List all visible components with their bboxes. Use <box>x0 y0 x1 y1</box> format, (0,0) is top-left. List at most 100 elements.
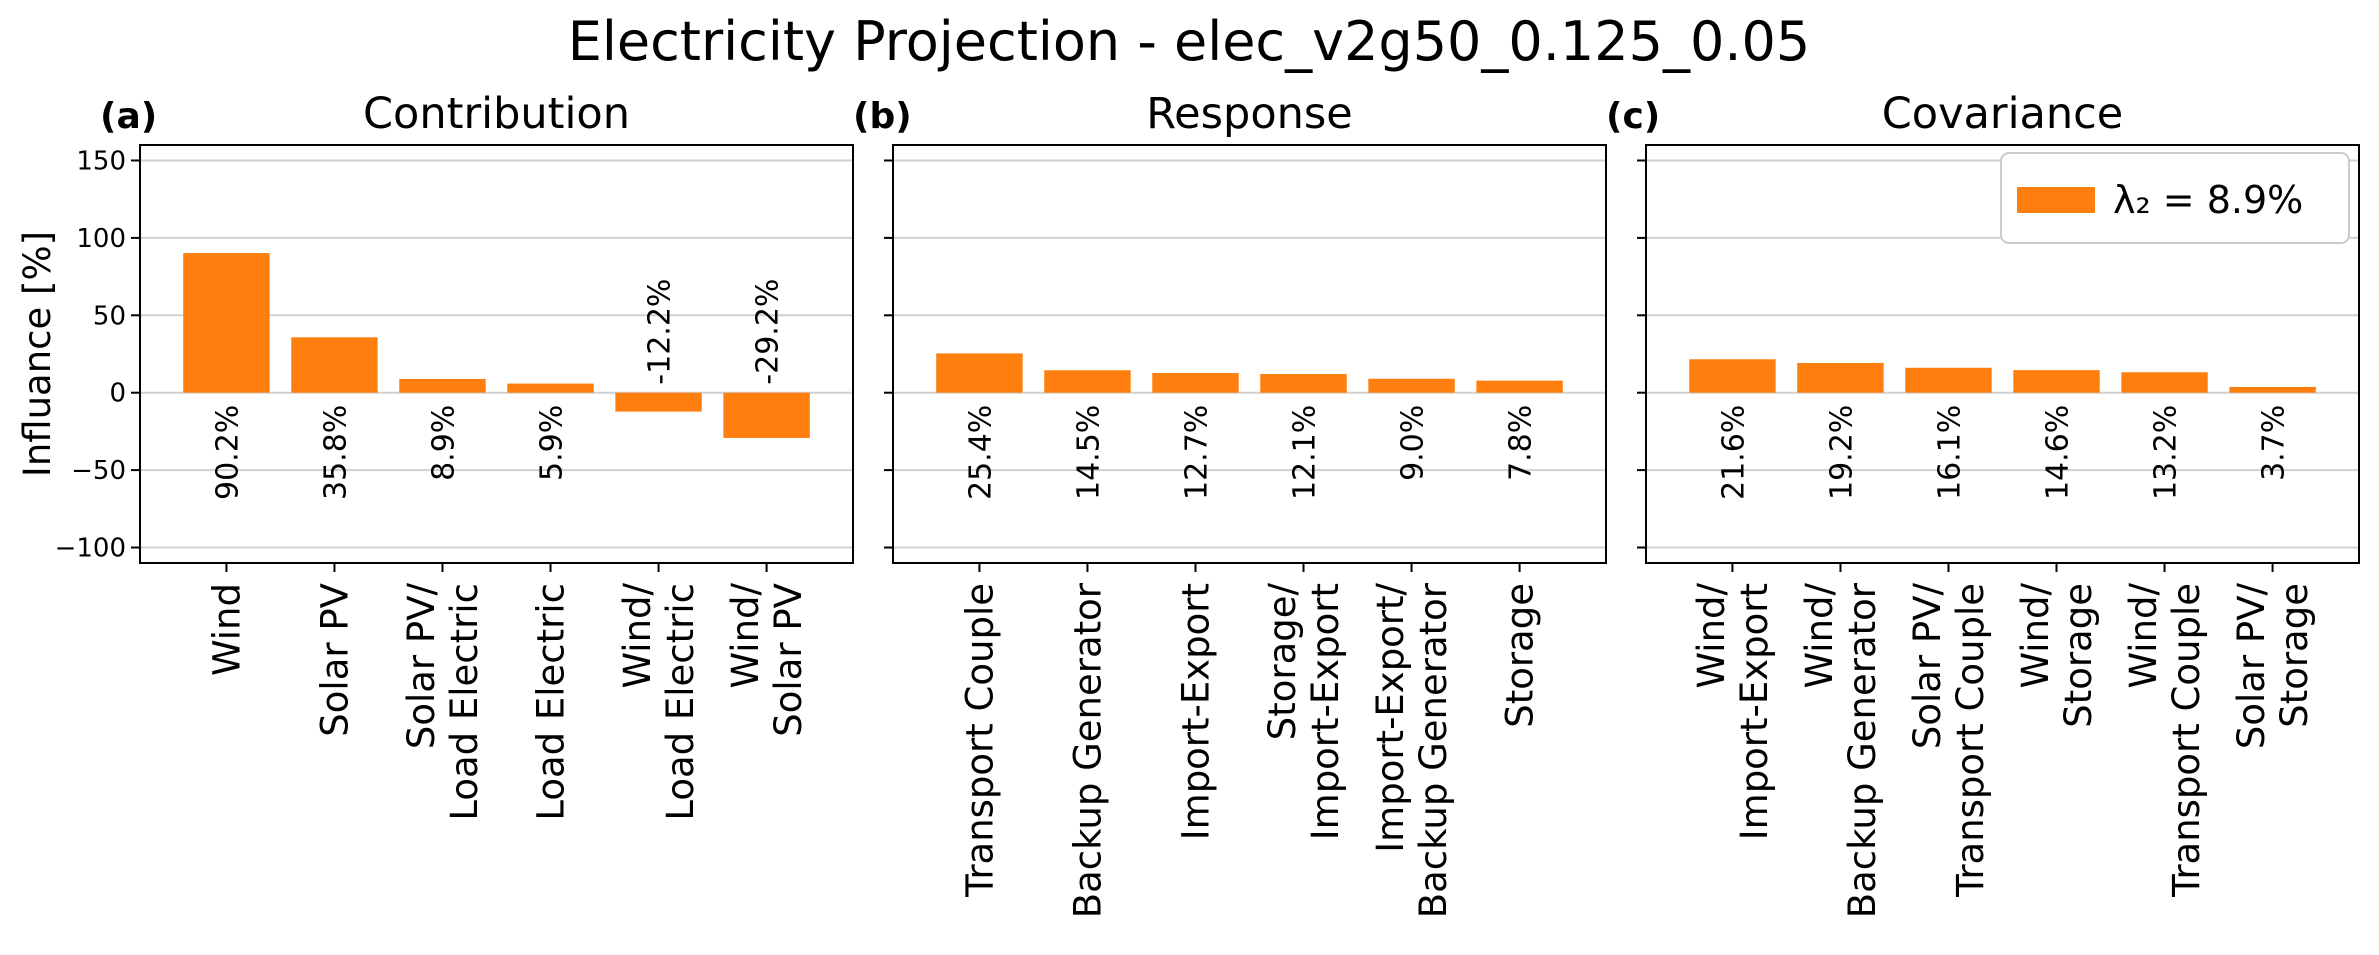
value-label: 12.7% <box>1179 405 1214 500</box>
x-tick-label: Solar PV/Storage <box>2230 582 2316 749</box>
x-tick-label: Solar PV/Load Electric <box>400 582 486 820</box>
value-label: 16.1% <box>1932 405 1967 500</box>
x-tick-label-line: Transport Couple <box>958 583 1001 898</box>
bar <box>2013 370 2100 393</box>
x-tick-label: Wind <box>205 583 248 676</box>
x-tick-label: Solar PV <box>313 583 356 737</box>
x-tick-label: Import-Export <box>1174 583 1217 840</box>
x-tick-label-line: Solar PV/ <box>2230 582 2273 749</box>
bar <box>1476 380 1563 393</box>
x-tick-label-line: Import-Export <box>1174 583 1217 840</box>
panel-label: (c) <box>1606 96 1660 137</box>
x-tick-label-line: Load Electric <box>530 583 573 821</box>
value-label: 5.9% <box>535 405 570 481</box>
value-label: 35.8% <box>318 405 353 500</box>
bar <box>2121 372 2208 393</box>
x-tick-label-line: Solar PV/ <box>400 582 443 749</box>
legend-swatch <box>2017 187 2095 213</box>
bar <box>183 253 270 393</box>
bar <box>399 378 486 393</box>
bar <box>936 353 1023 393</box>
bar <box>1044 370 1131 393</box>
panel-response: 25.4% Transport Couple 14.5% Backup Generat… <box>853 89 1607 918</box>
x-tick-label-line: Wind/ <box>724 582 767 688</box>
value-label: 3.7% <box>2257 405 2292 481</box>
bar <box>2229 386 2316 393</box>
bar <box>723 392 810 438</box>
value-label: -12.2% <box>643 279 678 385</box>
value-label: 9.0% <box>1396 405 1431 481</box>
panel-label: (a) <box>100 96 157 137</box>
x-tick-label: Load Electric <box>530 583 573 821</box>
value-label: 8.9% <box>426 405 461 481</box>
value-label: 90.2% <box>210 405 245 500</box>
panel-title: Response <box>1146 89 1353 139</box>
x-tick-label-line: Storage <box>2273 583 2316 728</box>
x-tick-label-line: Import-Export/ <box>1369 582 1412 852</box>
legend: λ₂ = 8.9% <box>2000 152 2350 244</box>
bar <box>1260 373 1347 393</box>
value-label: 14.5% <box>1071 405 1106 500</box>
x-tick-label: Wind/Import-Export <box>1690 582 1776 840</box>
x-tick-label-line: Backup Generator <box>1412 582 1455 918</box>
x-tick-label-line: Transport Couple <box>2165 583 2208 898</box>
value-label: 13.2% <box>2149 405 2184 500</box>
bar <box>507 383 594 393</box>
x-tick-label: Wind/Storage <box>2014 582 2100 727</box>
x-tick-label-line: Import-Export <box>1733 583 1776 840</box>
axes-frame <box>892 144 1607 564</box>
x-tick-label-line: Storage/ <box>1261 582 1304 740</box>
x-tick-label-line: Solar PV <box>767 583 810 737</box>
x-tick-label-line: Wind <box>205 583 248 676</box>
value-label: 25.4% <box>963 405 998 500</box>
value-label: 12.1% <box>1288 405 1323 500</box>
x-tick-label-line: Load Electric <box>443 583 486 821</box>
figure-title: Electricity Projection - elec_v2g50_0.12… <box>568 10 1811 73</box>
value-label: 19.2% <box>1824 405 1859 500</box>
panels: 150 100 50 0 −50 −100 90.2% Wind 35.8% Solar PV 8.… <box>16 89 2360 918</box>
panel-title: Contribution <box>363 89 630 139</box>
x-tick-label: Wind/Backup Generator <box>1798 582 1884 918</box>
axes-frame <box>1645 144 2360 564</box>
x-tick-label-line: Wind/ <box>616 582 659 688</box>
x-tick-label-line: Backup Generator <box>1066 582 1109 918</box>
x-tick-label-line: Wind/ <box>1798 582 1841 688</box>
x-tick-label: Solar PV/Transport Couple <box>1906 582 1992 897</box>
bar <box>1368 378 1455 393</box>
x-tick-label: Storage <box>1499 583 1542 728</box>
x-tick-label: Wind/Transport Couple <box>2122 582 2208 897</box>
panel-contribution: 150 100 50 0 −50 −100 90.2% Wind 35.8% Solar PV 8.… <box>55 89 854 821</box>
legend-box <box>2000 152 2350 244</box>
panel-label: (b) <box>853 96 912 137</box>
y-tick-label: 150 <box>76 146 126 176</box>
y-tick-label: −100 <box>55 534 126 564</box>
y-tick-label: 100 <box>76 224 126 254</box>
x-tick-label-line: Backup Generator <box>1841 582 1884 918</box>
x-tick-label-line: Storage <box>2057 583 2100 728</box>
x-tick-label-line: Wind/ <box>2014 582 2057 688</box>
value-label: 7.8% <box>1504 405 1539 481</box>
x-tick-label-line: Load Electric <box>659 583 702 821</box>
y-axis-label: Influance [%] <box>16 231 59 477</box>
x-tick-label: Backup Generator <box>1066 582 1109 918</box>
x-tick-label: Wind/Load Electric <box>616 582 702 820</box>
x-tick-label-line: Solar PV/ <box>1906 582 1949 749</box>
bar <box>1905 367 1992 393</box>
panel-title: Covariance <box>1882 89 2123 139</box>
x-tick-label: Wind/Solar PV <box>724 582 810 736</box>
x-tick-label-line: Import-Export <box>1304 583 1347 840</box>
x-tick-label-line: Storage <box>1499 583 1542 728</box>
panel-covariance: 21.6% Wind/Import-Export 19.2% Wind/Backup … <box>1606 89 2360 918</box>
y-tick-label: 50 <box>93 301 126 331</box>
x-tick-label: Transport Couple <box>958 583 1001 898</box>
value-label: 14.6% <box>2041 405 2076 500</box>
y-tick-label: 0 <box>109 379 126 409</box>
x-tick-label-line: Wind/ <box>1690 582 1733 688</box>
bar <box>1689 359 1776 393</box>
bar <box>291 337 378 393</box>
x-tick-label-line: Transport Couple <box>1949 583 1992 898</box>
x-tick-label: Storage/Import-Export <box>1261 582 1347 840</box>
bar <box>1152 373 1239 393</box>
x-tick-label-line: Wind/ <box>2122 582 2165 688</box>
